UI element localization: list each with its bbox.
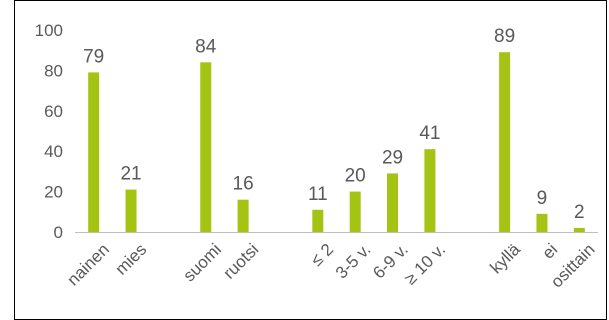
bar (424, 149, 436, 232)
y-tick-label: 40 (44, 142, 63, 161)
y-tick-label: 20 (44, 183, 63, 202)
data-label: 9 (537, 188, 548, 209)
y-tick-label: 60 (44, 102, 63, 121)
data-label: 84 (195, 36, 217, 57)
bar (200, 62, 212, 232)
bar (387, 173, 399, 232)
data-label: 20 (345, 166, 366, 187)
bar (499, 52, 511, 232)
bar (536, 213, 548, 232)
data-label: 29 (382, 147, 403, 168)
bars (88, 52, 585, 232)
data-label: 2 (574, 202, 585, 223)
bar (573, 227, 585, 232)
y-axis: 0 20 40 60 80 100 (35, 21, 63, 242)
bar (312, 209, 324, 232)
bar (88, 72, 100, 232)
data-label: 79 (83, 46, 104, 67)
data-label: 16 (233, 174, 254, 195)
bar (237, 199, 249, 232)
y-tick-label: 0 (54, 223, 63, 242)
data-label: 89 (494, 26, 515, 47)
data-labels: 79 21 84 16 11 20 29 41 89 9 2 (83, 26, 585, 223)
bar (125, 189, 137, 232)
y-tick-label: 100 (35, 21, 63, 40)
data-label: 41 (419, 123, 440, 144)
y-tick-label: 80 (44, 61, 63, 80)
data-label: 11 (308, 184, 328, 205)
bar (349, 191, 361, 232)
data-label: 21 (120, 164, 141, 185)
